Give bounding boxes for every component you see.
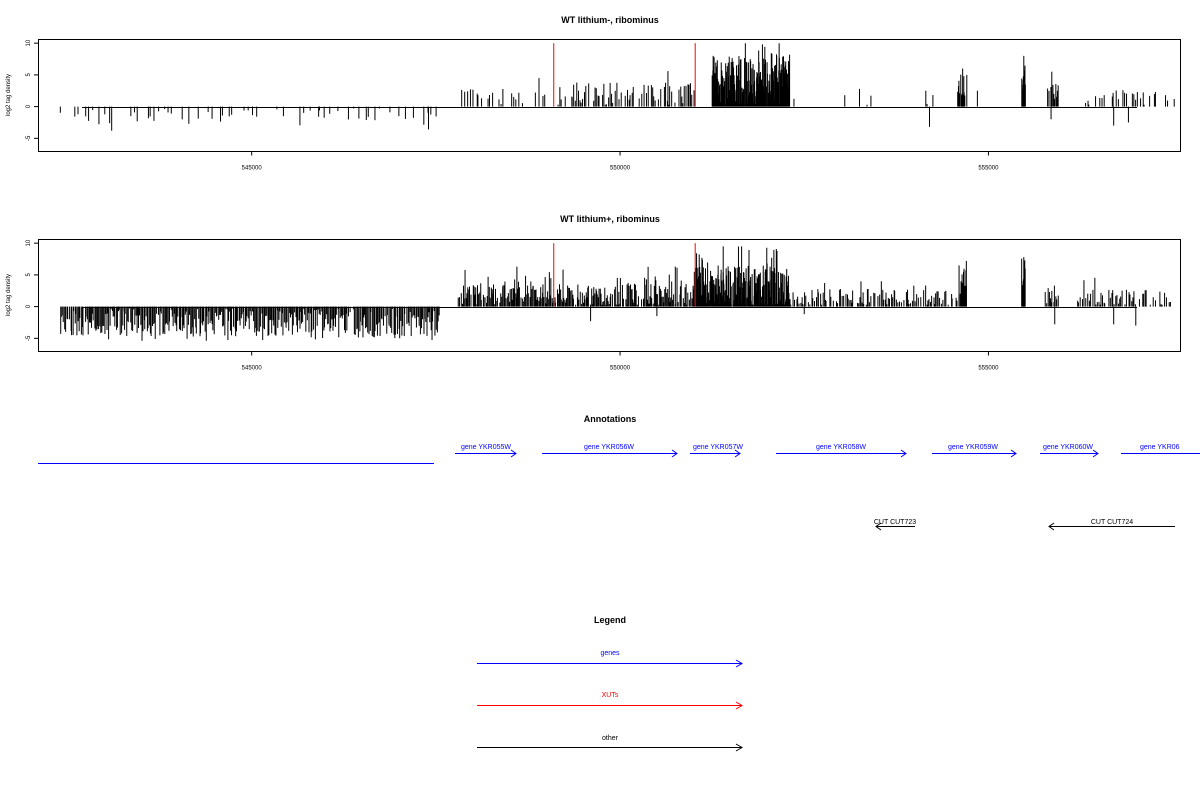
legend-item-genes: genes bbox=[477, 650, 743, 668]
y-tick-label: 0 bbox=[26, 104, 32, 108]
annotations-title: Annotations bbox=[584, 414, 637, 424]
y-tick-label: 5 bbox=[26, 73, 32, 77]
panel-2-plot-frame bbox=[38, 239, 1181, 352]
x-tick-label: 550000 bbox=[610, 166, 631, 172]
x-tick-label: 550000 bbox=[610, 366, 631, 372]
gene-ykr055w: gene YKR055W bbox=[455, 444, 517, 458]
panel-1-signal bbox=[59, 43, 1175, 131]
panel-1-y-axis-label: log2 tag density bbox=[6, 74, 12, 116]
arrow-right-icon bbox=[1010, 449, 1017, 458]
gene-label: gene YKR059W bbox=[948, 444, 998, 451]
arrow-right-icon bbox=[900, 449, 907, 458]
panel-1-x-axis: 545000 550000 555000 bbox=[242, 151, 999, 172]
arrow-left-icon bbox=[875, 522, 882, 531]
annotations-track: Annotations gene YKR055W gene YKR056W ge… bbox=[38, 414, 1200, 531]
gene-ykr058w: gene YKR058W bbox=[776, 444, 907, 458]
panel-1-title: WT lithium-, ribominus bbox=[561, 15, 659, 25]
panel-2-signal bbox=[60, 243, 1171, 341]
arrow-right-icon bbox=[1092, 449, 1099, 458]
y-tick-label: 10 bbox=[26, 239, 32, 246]
panel-2-title: WT lithium+, ribominus bbox=[560, 214, 660, 224]
legend-label: other bbox=[602, 735, 619, 742]
gene-ykr057w: gene YKR057W bbox=[690, 444, 743, 458]
arrow-left-icon bbox=[1048, 522, 1055, 531]
panel-1-y-axis: -5 0 5 10 bbox=[26, 39, 39, 141]
arrow-right-icon bbox=[510, 449, 517, 458]
gene-ykr056w: gene YKR056W bbox=[542, 444, 678, 458]
y-tick-label: 5 bbox=[26, 273, 32, 277]
gene-label: gene YKR060W bbox=[1043, 444, 1093, 451]
y-tick-label: -5 bbox=[26, 135, 32, 141]
panel-lithium-minus: WT lithium-, ribominus log2 tag density … bbox=[6, 15, 1181, 172]
gene-ykr059w: gene YKR059W bbox=[932, 444, 1017, 458]
gene-label: gene YKR058W bbox=[816, 444, 866, 451]
legend-item-xuts: XUTs bbox=[477, 692, 743, 710]
legend-label: XUTs bbox=[602, 692, 619, 699]
y-tick-label: -5 bbox=[26, 335, 32, 341]
arrow-right-icon bbox=[735, 701, 743, 710]
cut-label: CUT CUT724 bbox=[1091, 519, 1133, 526]
x-tick-label: 555000 bbox=[978, 366, 999, 372]
arrow-right-icon bbox=[671, 449, 678, 458]
gene-ykr06-partial: gene YKR06 bbox=[1121, 444, 1200, 454]
panel-2-y-axis: -5 0 5 10 bbox=[26, 239, 39, 341]
cut-label: CUT CUT723 bbox=[874, 519, 916, 526]
cut-cut724: CUT CUT724 bbox=[1048, 519, 1175, 531]
panel-lithium-plus: WT lithium+, ribominus log2 tag density … bbox=[6, 214, 1181, 372]
x-tick-label: 555000 bbox=[978, 166, 999, 172]
panel-1-plot-frame bbox=[38, 39, 1181, 152]
panel-2-y-axis-label: log2 tag density bbox=[6, 274, 12, 316]
arrow-right-icon bbox=[735, 659, 743, 668]
gene-label: gene YKR055W bbox=[461, 444, 511, 451]
gene-label: gene YKR057W bbox=[693, 444, 743, 451]
cut-cut723: CUT CUT723 bbox=[874, 519, 916, 531]
arrow-right-icon bbox=[734, 449, 741, 458]
legend: Legend genes XUTs other bbox=[477, 615, 743, 752]
legend-title: Legend bbox=[594, 615, 626, 625]
panel-2-x-axis: 545000 550000 555000 bbox=[242, 351, 999, 372]
legend-label: genes bbox=[600, 650, 620, 657]
gene-ykr060w: gene YKR060W bbox=[1040, 444, 1099, 458]
arrow-right-icon bbox=[735, 743, 743, 752]
y-tick-label: 0 bbox=[26, 304, 32, 308]
x-tick-label: 545000 bbox=[242, 166, 263, 172]
gene-label: gene YKR06 bbox=[1140, 444, 1180, 451]
gene-label: gene YKR056W bbox=[584, 444, 634, 451]
y-tick-label: 10 bbox=[26, 39, 32, 46]
legend-item-other: other bbox=[477, 735, 743, 752]
x-tick-label: 545000 bbox=[242, 366, 263, 372]
